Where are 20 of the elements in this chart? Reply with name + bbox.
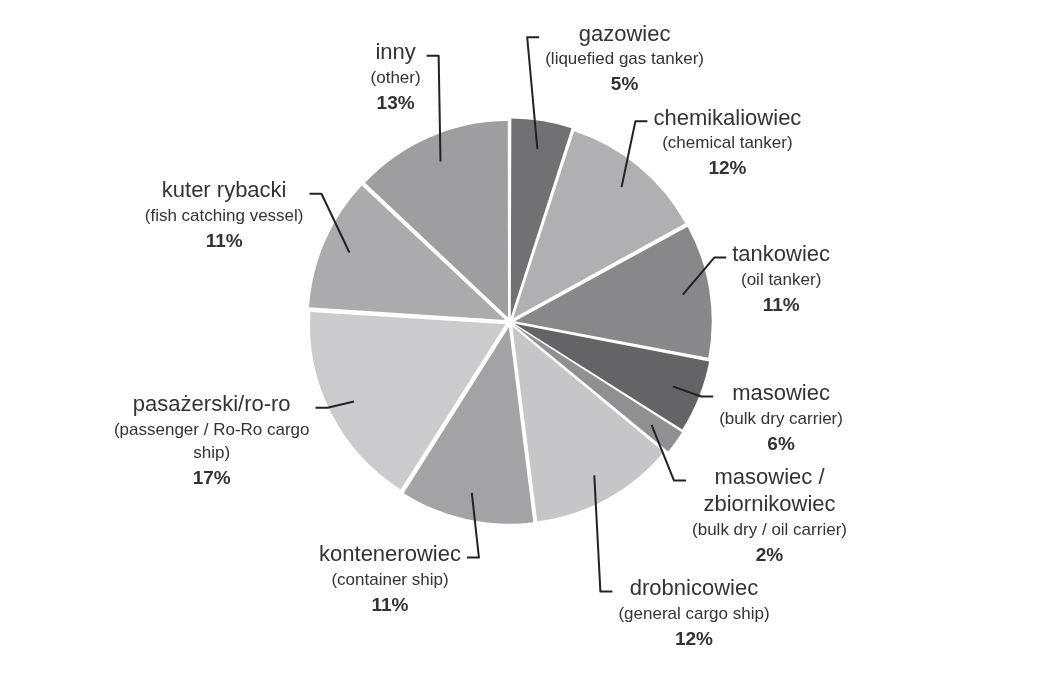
data-label: 5% [610,73,639,95]
slice-label: pasażerski/ro-ro (passenger / Ro-Ro cargo ship) [113,391,310,462]
data-label: 11% [762,293,800,315]
data-label: 11% [205,229,243,251]
slice-label: kuter rybacki (fish catching vessel) [144,177,304,225]
slice-label: tankowiec (oil tanker) [732,241,831,289]
data-label: 12% [674,627,714,649]
slice-label: kontenerowiec (container ship) [319,541,461,589]
slice-label: gazowiec (liquefied gas tanker) [545,20,704,69]
slice-label: chemikaliowiec (chemical tanker) [653,104,802,153]
data-label: 13% [376,92,415,114]
slice-label: inny (other) [370,39,421,87]
data-label: 11% [371,593,409,615]
slice-label: masowiec / zbiornikowiec (bulk dry / oil carrier) [692,464,847,539]
slice-label: drobnicowiec (general cargo ship) [618,575,770,623]
slice-label: masowiec (bulk dry carrier) [719,380,843,428]
data-label: 17% [192,467,231,489]
data-label: 2% [755,543,784,565]
data-label: 6% [767,432,795,454]
data-label: 12% [708,157,747,179]
